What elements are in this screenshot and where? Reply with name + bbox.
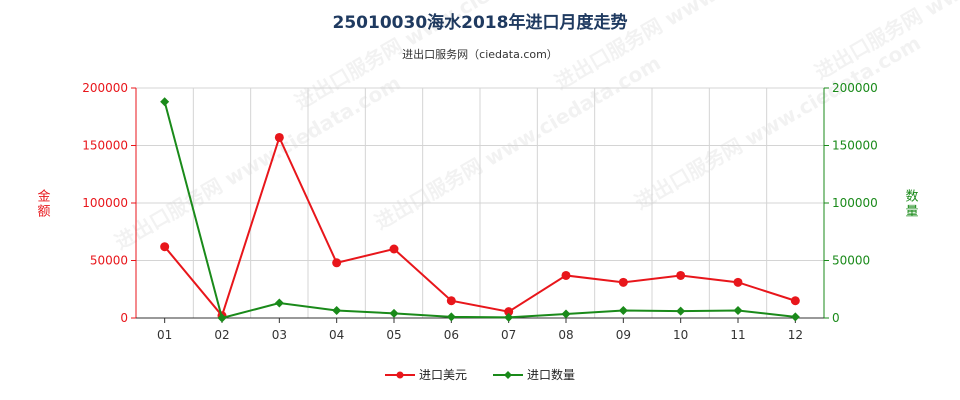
y-left-axis-label: 金额 xyxy=(37,189,50,220)
y-right-tick-label: 0 xyxy=(832,311,840,325)
x-tick-label: 05 xyxy=(386,328,401,342)
y-right-tick-label: 150000 xyxy=(832,139,878,153)
y-left-tick-label: 200000 xyxy=(82,81,128,95)
watermark-text-4: 进出口服务网 www.ciedata.com xyxy=(551,0,845,94)
series-layer xyxy=(160,97,800,323)
x-tick-label: 08 xyxy=(558,328,573,342)
legend-item-amount[interactable]: 进口美元 xyxy=(384,366,467,383)
watermark-text-0: 进出口服务网 www.ciedata.com xyxy=(111,71,405,255)
x-tick-label: 02 xyxy=(214,328,229,342)
y-left-tick-label: 100000 xyxy=(82,196,128,210)
quantity-point[interactable] xyxy=(389,308,399,318)
y-left-tick-label: 0 xyxy=(120,311,128,325)
quantity-point[interactable] xyxy=(160,97,170,107)
x-tick-label: 06 xyxy=(444,328,459,342)
y-right-tick-label: 200000 xyxy=(832,81,878,95)
amount-point[interactable] xyxy=(504,307,514,317)
amount-point[interactable] xyxy=(790,296,800,306)
quantity-point[interactable] xyxy=(561,309,571,319)
y-right-tick-label: 50000 xyxy=(832,254,870,268)
y-left-axis-label-char: 金 xyxy=(37,189,50,205)
quantity-point[interactable] xyxy=(618,306,628,316)
quantity-point[interactable] xyxy=(332,306,342,316)
x-tick-label: 10 xyxy=(673,328,688,342)
amount-point[interactable] xyxy=(733,277,743,287)
quantity-point[interactable] xyxy=(790,312,800,322)
quantity-point[interactable] xyxy=(733,306,743,316)
amount-point[interactable] xyxy=(274,132,284,142)
y-right-axis-label-char: 数 xyxy=(905,190,918,205)
y-right-axis-label-char: 量 xyxy=(905,205,918,220)
chart-title: 25010030海水2018年进口月度走势 xyxy=(332,13,628,33)
x-tick-label: 04 xyxy=(329,328,344,342)
series-line-quantity xyxy=(163,101,796,320)
x-tick-label: 03 xyxy=(272,328,287,342)
quantity-point[interactable] xyxy=(274,298,284,308)
axes: 0 50000 100000 150000 200000 0 50000 100000 1500… xyxy=(37,81,918,342)
legend-swatch-quantity xyxy=(493,370,523,379)
watermark-text-3: 进出口服务网 www.ciedata.com xyxy=(291,0,585,114)
y-left-tick-label: 50000 xyxy=(90,254,128,268)
y-right-tick-label: 100000 xyxy=(832,196,878,210)
x-tick-label: 07 xyxy=(501,328,516,342)
y-left-tick-label: 150000 xyxy=(82,139,128,153)
amount-point[interactable] xyxy=(618,277,628,287)
grid-lines xyxy=(135,87,825,319)
x-tick-label: 01 xyxy=(157,328,172,342)
quantity-point[interactable] xyxy=(217,313,227,323)
quantity-point[interactable] xyxy=(676,306,686,316)
series-line-amount xyxy=(163,134,796,318)
amount-point[interactable] xyxy=(446,296,456,306)
amount-point[interactable] xyxy=(389,244,399,254)
x-tick-label: 11 xyxy=(730,328,745,342)
x-tick-label: 09 xyxy=(616,328,631,342)
legend-label-quantity: 进口数量 xyxy=(527,368,576,382)
amount-point[interactable] xyxy=(676,270,686,280)
legend-label-amount: 进口美元 xyxy=(418,368,467,382)
legend: 进口美元 进口数量 xyxy=(0,366,960,383)
y-right-axis-label: 数量 xyxy=(905,190,918,220)
amount-point[interactable] xyxy=(332,258,342,268)
legend-swatch-amount xyxy=(384,371,415,378)
amount-point[interactable] xyxy=(160,242,170,252)
y-left-axis-label-char: 额 xyxy=(37,205,50,220)
amount-point[interactable] xyxy=(561,270,571,280)
watermark-text-2: 进出口服务网 www.ciedata.com xyxy=(631,31,925,215)
x-tick-label: 12 xyxy=(788,328,803,342)
quantity-point[interactable] xyxy=(504,312,514,322)
watermark-text-1: 进出口服务网 www.ciedata.com xyxy=(371,51,665,235)
quantity-point[interactable] xyxy=(446,312,456,322)
chart-subtitle: 进出口服务网（ciedata.com） xyxy=(402,48,558,61)
legend-item-quantity[interactable]: 进口数量 xyxy=(493,366,575,383)
